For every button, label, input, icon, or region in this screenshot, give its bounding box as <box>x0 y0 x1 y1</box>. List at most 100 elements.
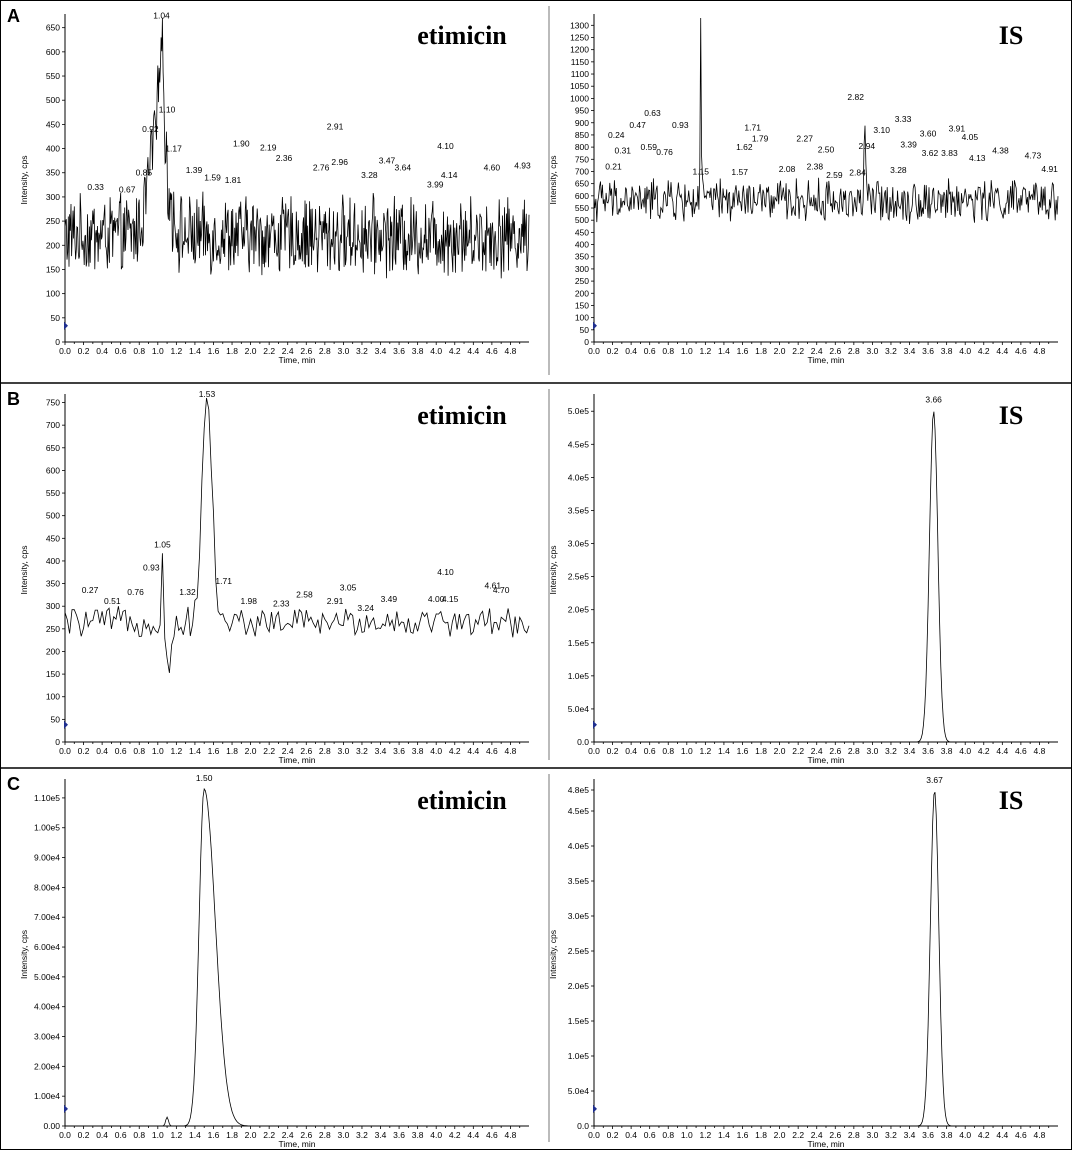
y-tick-label: 3.5e5 <box>568 876 590 886</box>
x-tick-label: 4.8 <box>505 746 517 756</box>
x-tick-label: 1.8 <box>755 346 767 356</box>
x-tick-label: 1.8 <box>755 746 767 756</box>
x-tick-label: 3.4 <box>904 346 916 356</box>
x-tick-label: 2.4 <box>811 746 823 756</box>
peak-label: 0.93 <box>143 562 160 572</box>
peak-label: 2.19 <box>260 142 277 152</box>
x-tick-label: 3.0 <box>866 346 878 356</box>
y-tick-label: 0.0 <box>577 737 589 747</box>
y-tick-label: 1.5e5 <box>568 1016 590 1026</box>
peak-label: 0.93 <box>672 120 689 130</box>
y-tick-label: 600 <box>46 47 60 57</box>
x-tick-label: 3.0 <box>337 1130 349 1140</box>
x-tick-label: 2.4 <box>282 746 294 756</box>
x-tick-label: 2.0 <box>245 746 257 756</box>
peak-label: 0.67 <box>119 185 136 195</box>
y-tick-label: 4.0e5 <box>568 472 590 482</box>
x-tick-label: 3.4 <box>375 346 387 356</box>
y-tick-label: 3.00e4 <box>34 1032 60 1042</box>
x-tick-label: 0.8 <box>133 346 145 356</box>
y-tick-label: 350 <box>46 168 60 178</box>
y-tick-label: 9.00e4 <box>34 853 60 863</box>
y-tick-label: 50 <box>51 714 61 724</box>
y-tick-label: 1.00e5 <box>34 823 60 833</box>
x-tick-label: 2.2 <box>792 346 804 356</box>
y-tick-label: 1.10e5 <box>34 793 60 803</box>
y-tick-label: 650 <box>575 179 589 189</box>
x-tick-label: 1.4 <box>189 346 201 356</box>
x-tick-label: 3.0 <box>866 1130 878 1140</box>
x-tick-label: 1.2 <box>699 346 711 356</box>
x-tick-label: 4.0 <box>430 746 442 756</box>
y-tick-label: 900 <box>575 118 589 128</box>
y-tick-label: 1100 <box>571 69 590 79</box>
x-tick-label: 1.2 <box>170 746 182 756</box>
x-tick-label: 0.0 <box>59 1130 71 1140</box>
chart-panel-c-right: 0.0 5.0e4 1.0e5 1.5e5 2.0e5 2.5e5 3.0e5 3.5e5 4.… <box>548 775 1058 1149</box>
x-tick-label: 1.0 <box>152 1130 164 1140</box>
y-tick-label: 2.0e5 <box>568 605 590 615</box>
peak-label: 0.76 <box>127 587 144 597</box>
y-tick-label: 1000 <box>570 93 589 103</box>
y-tick-label: 550 <box>575 203 589 213</box>
x-tick-label: 0.2 <box>607 746 619 756</box>
chart-panel-b-right: 0.0 5.0e4 1.0e5 1.5e5 2.0e5 2.5e5 3.0e5 3.5e5 4.… <box>548 394 1058 765</box>
x-tick-label: 1.2 <box>170 346 182 356</box>
x-tick-label: 2.6 <box>300 1130 312 1140</box>
x-tick-label: 4.6 <box>1015 746 1027 756</box>
x-tick-label: 4.4 <box>467 746 479 756</box>
x-tick-label: 4.0 <box>959 1130 971 1140</box>
x-tick-label: 1.2 <box>699 1130 711 1140</box>
y-tick-label: 300 <box>46 192 60 202</box>
x-tick-label: 1.4 <box>718 746 730 756</box>
x-tick-label: 2.2 <box>792 746 804 756</box>
y-tick-label: 300 <box>46 601 60 611</box>
y-tick-label: 800 <box>575 142 589 152</box>
y-tick-label: 450 <box>575 227 589 237</box>
x-tick-label: 0.6 <box>644 346 656 356</box>
y-tick-label: 550 <box>46 488 60 498</box>
chromatogram-trace <box>594 411 1058 743</box>
x-tick-label: 4.0 <box>430 1130 442 1140</box>
x-tick-label: 1.8 <box>226 1130 238 1140</box>
y-tick-label: 650 <box>46 443 60 453</box>
x-tick-label: 1.4 <box>189 1130 201 1140</box>
axis-marker-icon <box>593 321 597 330</box>
x-tick-label: 0.6 <box>644 746 656 756</box>
axis-marker-icon <box>64 1104 68 1113</box>
y-tick-label: 2.5e5 <box>568 946 590 956</box>
peak-label: 0.31 <box>614 146 631 156</box>
y-tick-label: 400 <box>575 240 589 250</box>
peak-label: 4.05 <box>962 132 979 142</box>
x-tick-label: 2.0 <box>245 1130 257 1140</box>
y-tick-label: 1050 <box>570 81 589 91</box>
x-tick-label: 4.2 <box>978 746 990 756</box>
y-tick-label: 3.0e5 <box>568 539 590 549</box>
x-tick-label: 0.4 <box>625 1130 637 1140</box>
peak-label: 4.13 <box>969 153 986 163</box>
x-tick-label: 3.0 <box>866 746 878 756</box>
y-tick-label: 250 <box>46 624 60 634</box>
peak-label: 1.79 <box>752 133 769 143</box>
x-tick-label: 4.4 <box>996 746 1008 756</box>
peak-label: 4.61 <box>485 580 502 590</box>
chart-panel-a-right: 0 50 100 150 200 250 300 350 400 450 500 550 600 650 7… <box>548 14 1059 365</box>
x-tick-label: 1.8 <box>755 1130 767 1140</box>
x-tick-label: 3.6 <box>922 346 934 356</box>
x-tick-label: 0.2 <box>607 346 619 356</box>
x-tick-label: 1.4 <box>718 1130 730 1140</box>
x-tick-label: 1.2 <box>170 1130 182 1140</box>
y-tick-label: 3.5e5 <box>568 505 590 515</box>
y-tick-label: 350 <box>46 579 60 589</box>
x-tick-label: 0.2 <box>78 346 90 356</box>
x-tick-label: 2.8 <box>848 746 860 756</box>
y-tick-label: 6.00e4 <box>34 942 60 952</box>
peak-label: 2.91 <box>327 596 344 606</box>
y-tick-label: 650 <box>46 23 60 33</box>
y-tick-label: 950 <box>575 106 589 116</box>
y-tick-label: 1250 <box>570 32 589 42</box>
row-label-b: B <box>7 389 20 409</box>
panel-title: etimicin <box>417 786 507 815</box>
y-tick-label: 100 <box>46 289 60 299</box>
peak-label: 2.84 <box>849 168 866 178</box>
